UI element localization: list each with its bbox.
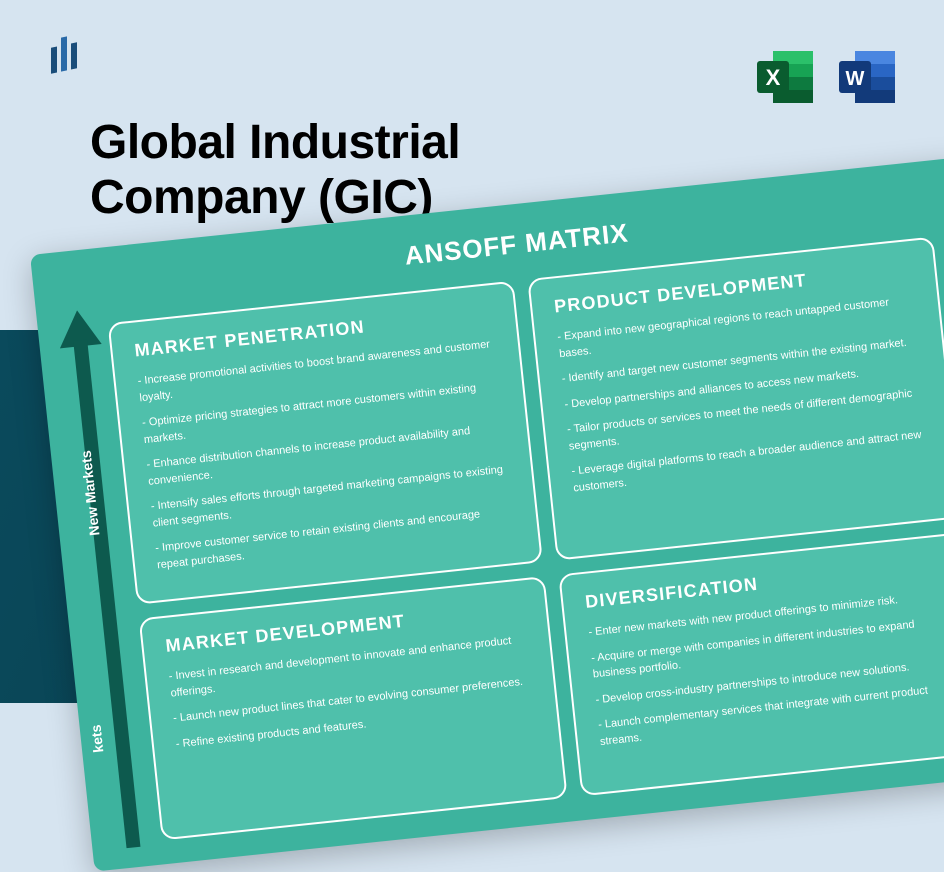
quad-items: - Increase promotional activities to boo… — [137, 336, 516, 574]
brand-logo — [45, 35, 85, 88]
quad-market-penetration: MARKET PENETRATION - Increase promotiona… — [108, 281, 543, 605]
quad-product-development: PRODUCT DEVELOPMENT - Expand into new ge… — [527, 237, 944, 561]
word-icon: W — [835, 45, 899, 114]
axis-label-existing: kets — [88, 724, 107, 754]
title-line-1: Global Industrial — [90, 116, 460, 169]
file-icons-group: X W — [753, 45, 899, 114]
quad-market-development: MARKET DEVELOPMENT - Invest in research … — [139, 576, 568, 840]
quad-items: - Expand into new geographical regions t… — [557, 292, 933, 497]
title-line-2: Company (GIC) — [90, 171, 433, 224]
svg-text:X: X — [766, 65, 781, 90]
svg-text:W: W — [846, 68, 865, 90]
quad-items: - Enter new markets with new product off… — [588, 587, 944, 750]
matrix-grid: MARKET PENETRATION - Increase promotiona… — [108, 237, 944, 841]
excel-icon: X — [753, 45, 817, 114]
page-title: Global Industrial Company (GIC) — [90, 115, 460, 225]
quad-diversification: DIVERSIFICATION - Enter new markets with… — [558, 532, 944, 796]
ansoff-matrix-card: ANSOFF MATRIX New Markets kets MARKET PE… — [30, 157, 944, 872]
